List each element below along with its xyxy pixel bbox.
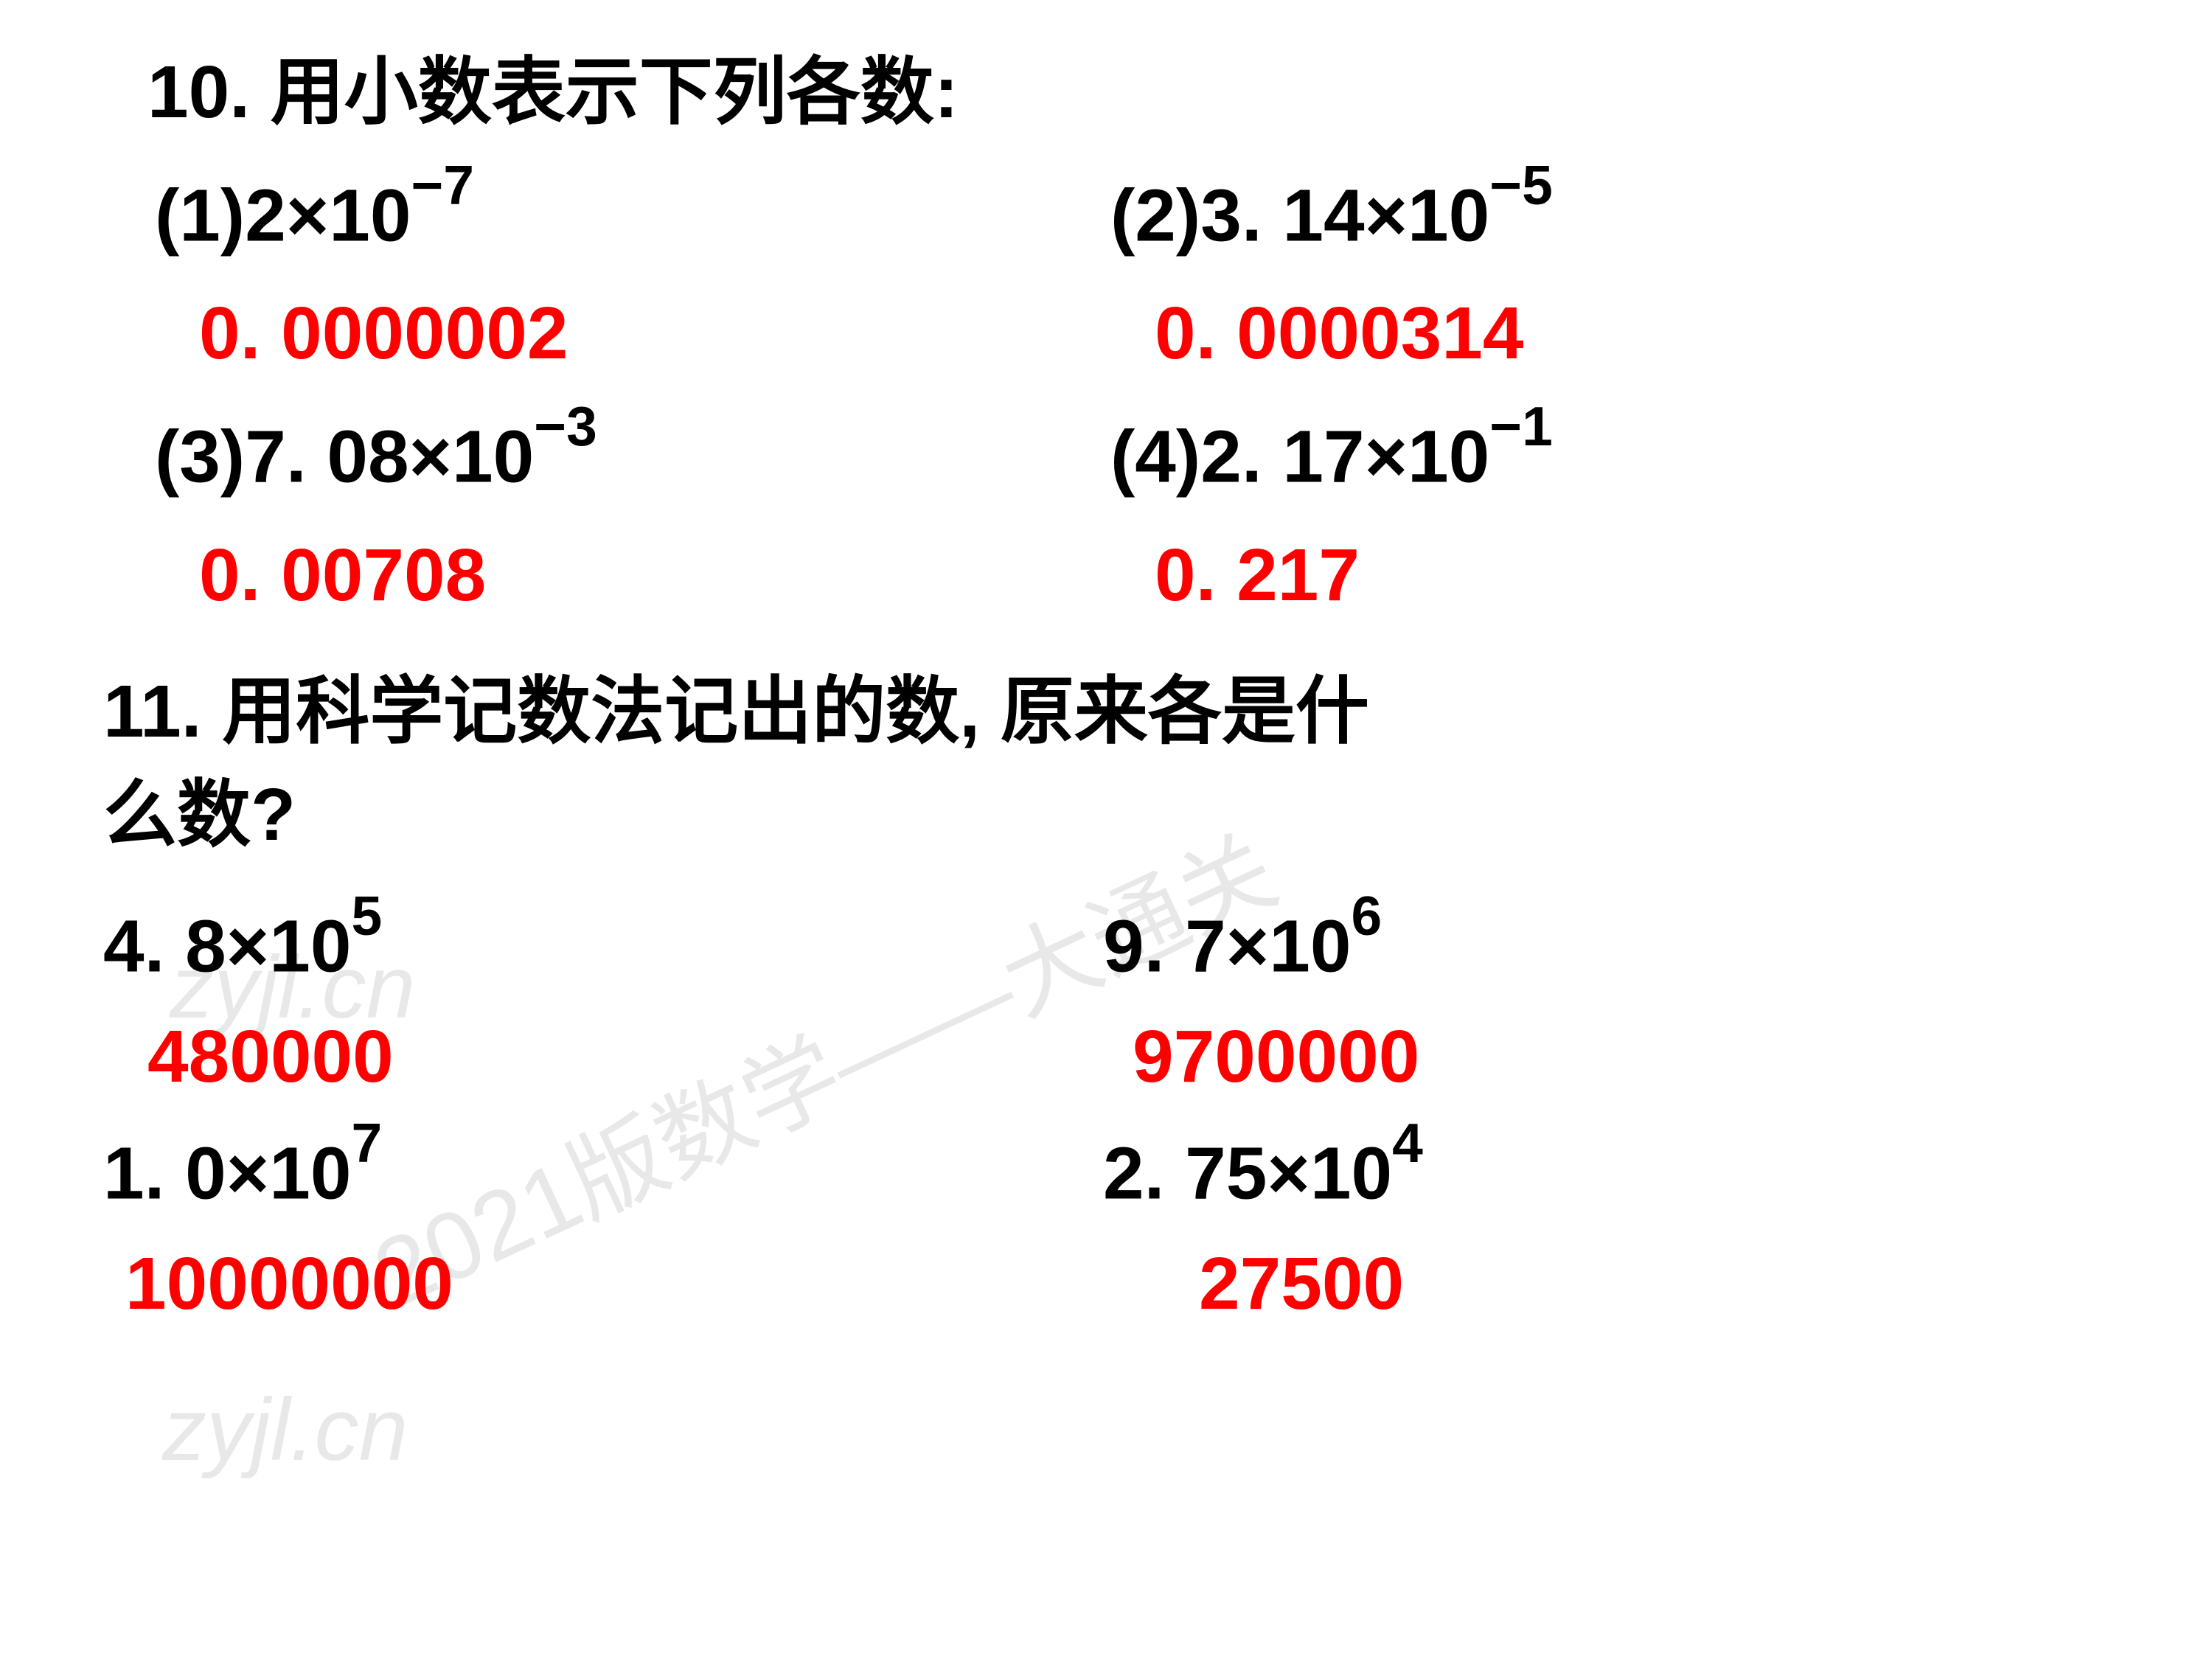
- q11-header-line1: 11. 用科学记数法记出的数, 原来各是什: [103, 670, 1369, 753]
- q10-item-1-coef: 10: [329, 174, 411, 257]
- q11-item-4-expression: 2. 75×104: [1103, 1116, 2138, 1225]
- q10-ans-row-2: 0. 00708 0. 217: [147, 520, 2138, 630]
- q10-header: 10. 用小数表示下列各数:: [147, 44, 2138, 140]
- q10-row-1: (1)2×10−7 (2)3. 14×10−5: [147, 155, 2138, 271]
- q11-item-1-answer: 480000: [147, 1005, 1103, 1108]
- q10-item-4-exp: −1: [1489, 395, 1553, 457]
- q10-item-2-answer: 0. 0000314: [1103, 278, 2138, 389]
- q11-item-2-answer: 9700000: [1133, 1005, 2138, 1108]
- q10-item-3-label: (3): [155, 416, 245, 498]
- q11-item-2-expression: 9. 7×106: [1103, 888, 2138, 998]
- q11-item-1-base: 4. 8: [103, 905, 226, 987]
- mult-sign: ×: [286, 174, 329, 257]
- q11-row-2: 1. 0×107 2. 75×104: [147, 1116, 2138, 1225]
- page-content: 10. 用小数表示下列各数: (1)2×10−7 (2)3. 14×10−5 0…: [147, 44, 2138, 1343]
- q10-item-2-coef: 10: [1408, 174, 1489, 257]
- q10-item-1-answer: 0. 0000002: [147, 278, 1103, 389]
- q10-item-1-expression: (1)2×10−7: [147, 155, 1103, 271]
- q11-row-1: 4. 8×105 9. 7×106: [147, 888, 2138, 998]
- q10-item-3-coef: 10: [452, 416, 534, 498]
- q11-item-2-exp: 6: [1351, 885, 1382, 947]
- q11-item-1-exp: 5: [351, 885, 382, 947]
- mult-sign: ×: [1226, 905, 1269, 987]
- mult-sign: ×: [226, 905, 269, 987]
- mult-sign: ×: [409, 416, 452, 498]
- q11-item-4-coef: 10: [1310, 1132, 1392, 1214]
- mult-sign: ×: [1365, 174, 1408, 257]
- q10-item-2-exp: −5: [1489, 154, 1553, 216]
- q10-item-3-exp: −3: [534, 395, 597, 457]
- q11-item-2-coef: 10: [1269, 905, 1351, 987]
- q11-item-3-expression: 1. 0×107: [103, 1116, 1103, 1225]
- q10-item-1-base: 2: [245, 174, 286, 257]
- q11-item-4-base: 2. 75: [1103, 1132, 1267, 1214]
- q11-item-3-exp: 7: [351, 1112, 382, 1174]
- mult-sign: ×: [1267, 1132, 1310, 1214]
- q11-header-line2: 么数?: [103, 773, 296, 856]
- q10-item-2-label: (2): [1110, 174, 1200, 257]
- q10-item-3-answer: 0. 00708: [147, 520, 1103, 630]
- q11-item-3-base: 1. 0: [103, 1132, 226, 1214]
- mult-sign: ×: [226, 1132, 269, 1214]
- q10-item-4-label: (4): [1110, 416, 1200, 498]
- q10-row-2: (3)7. 08×10−3 (4)2. 17×10−1: [147, 396, 2138, 512]
- q11-item-4-exp: 4: [1392, 1112, 1423, 1174]
- q10-item-1-label: (1): [155, 174, 245, 257]
- q10-ans-row-1: 0. 0000002 0. 0000314: [147, 278, 2138, 389]
- q10-item-1-exp: −7: [411, 154, 474, 216]
- q10-item-3-base: 7. 08: [245, 416, 408, 498]
- q11-header: 11. 用科学记数法记出的数, 原来各是什 么数?: [103, 660, 2138, 866]
- mult-sign: ×: [1365, 416, 1408, 498]
- q10-item-4-answer: 0. 217: [1103, 520, 2138, 630]
- q11-item-1-coef: 10: [269, 905, 351, 987]
- watermark-3: zyjl.cn: [162, 1379, 408, 1481]
- q11-ans-row-2: 10000000 27500: [147, 1232, 2138, 1335]
- q10-item-4-expression: (4)2. 17×10−1: [1103, 396, 2138, 512]
- q10-item-3-expression: (3)7. 08×10−3: [147, 396, 1103, 512]
- q11-ans-row-1: 480000 9700000: [147, 1005, 2138, 1108]
- q11-item-3-coef: 10: [269, 1132, 351, 1214]
- q11-item-4-answer: 27500: [1199, 1232, 2138, 1335]
- q11-item-2-base: 9. 7: [1103, 905, 1226, 987]
- q11-item-3-answer: 10000000: [125, 1232, 1103, 1335]
- q10-item-4-coef: 10: [1408, 416, 1489, 498]
- q10-item-2-expression: (2)3. 14×10−5: [1103, 155, 2138, 271]
- q11-item-1-expression: 4. 8×105: [103, 888, 1103, 998]
- q10-item-4-base: 2. 17: [1200, 416, 1364, 498]
- q10-item-2-base: 3. 14: [1200, 174, 1364, 257]
